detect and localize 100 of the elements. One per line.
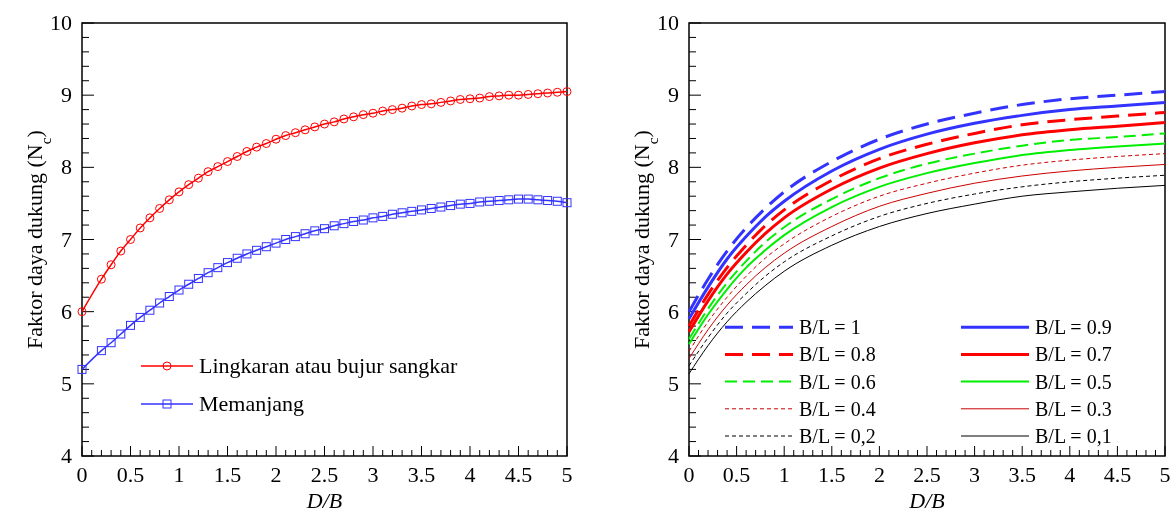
point — [281, 131, 291, 141]
x-tick-label: 2.5 — [310, 461, 339, 487]
point — [446, 96, 456, 106]
x-tick-label: 2.5 — [913, 461, 941, 487]
point — [504, 195, 514, 205]
y-tick-label: 9 — [668, 82, 679, 108]
point — [494, 91, 504, 101]
point — [552, 87, 562, 97]
point — [164, 195, 174, 205]
point — [494, 196, 504, 206]
legend-label: B/L = 0.9 — [1035, 316, 1112, 339]
point — [475, 197, 485, 207]
point — [106, 260, 116, 270]
y-tick-label: 10 — [657, 10, 679, 36]
y-tick-label: 6 — [668, 298, 679, 324]
point — [320, 224, 329, 234]
legend-label: B/L = 0.4 — [799, 397, 876, 420]
point — [562, 198, 572, 208]
point — [455, 199, 465, 209]
x-tick-label: 5 — [561, 461, 573, 487]
legend-label: B/L = 0,1 — [1035, 425, 1112, 447]
point — [290, 232, 300, 242]
point — [271, 238, 281, 248]
point — [436, 97, 446, 107]
y-tick-label: 9 — [61, 82, 72, 108]
point — [320, 119, 329, 129]
x-tick-label: 3 — [367, 461, 379, 487]
point — [523, 194, 533, 204]
point — [252, 245, 262, 255]
point — [339, 219, 349, 229]
point — [349, 112, 359, 122]
y-tick-label: 5 — [61, 370, 72, 396]
point — [533, 89, 543, 99]
point — [417, 205, 426, 215]
x-tick-label: 1.5 — [213, 461, 242, 487]
y-tick-label: 5 — [668, 370, 679, 396]
point — [329, 221, 339, 231]
point — [232, 253, 242, 263]
point — [135, 223, 145, 233]
y-tick-label: 4 — [61, 443, 72, 469]
point — [387, 209, 397, 219]
x-tick-label: 1.5 — [818, 461, 846, 487]
x-tick-label: 0 — [76, 461, 88, 487]
point — [300, 229, 310, 239]
point — [300, 125, 310, 135]
point — [116, 246, 126, 256]
x-axis-title: D/B — [305, 488, 343, 513]
x-tick-label: 1 — [778, 461, 790, 487]
point — [543, 88, 553, 98]
point — [465, 198, 475, 208]
point — [77, 364, 87, 374]
point — [184, 279, 194, 289]
point — [232, 152, 242, 162]
point — [543, 196, 553, 206]
point — [242, 249, 252, 259]
point — [358, 215, 368, 225]
point — [96, 274, 106, 284]
legend-label: B/L = 0.3 — [1035, 397, 1112, 420]
point — [310, 226, 320, 236]
point — [455, 95, 465, 104]
point — [106, 338, 116, 348]
point — [329, 117, 339, 127]
point — [552, 196, 562, 206]
point — [378, 211, 388, 221]
x-tick-label: 1 — [173, 461, 185, 487]
legend-label: Lingkaran atau bujur sangkar — [199, 353, 459, 378]
point — [145, 305, 155, 315]
point — [203, 167, 213, 177]
point — [358, 110, 368, 120]
point — [475, 93, 485, 103]
x-tick-label: 3.5 — [407, 461, 436, 487]
point — [184, 180, 194, 190]
point — [281, 235, 291, 244]
point — [426, 99, 436, 109]
point — [126, 320, 135, 330]
point — [252, 142, 262, 152]
x-tick-label: 0.5 — [116, 461, 145, 487]
point — [203, 268, 213, 278]
point — [349, 216, 359, 226]
point — [465, 94, 475, 104]
point — [155, 298, 165, 308]
point — [504, 90, 514, 100]
point — [368, 108, 378, 118]
point — [533, 195, 543, 205]
y-tick-label: 10 — [50, 10, 72, 36]
point — [417, 100, 426, 110]
x-tick-label: 0.5 — [722, 461, 751, 487]
point — [223, 258, 232, 268]
point — [174, 285, 184, 295]
x-tick-label: 2 — [873, 461, 885, 487]
x-tick-label: 4 — [464, 461, 476, 487]
point — [135, 312, 145, 322]
point — [77, 307, 87, 317]
legend-label: B/L = 0.8 — [799, 343, 876, 366]
legend-label: B/L = 0,2 — [799, 425, 876, 447]
y-tick-label: 8 — [61, 154, 72, 180]
point — [426, 203, 436, 213]
y-tick-label: 7 — [668, 226, 679, 252]
point — [193, 173, 203, 183]
point — [213, 263, 223, 273]
